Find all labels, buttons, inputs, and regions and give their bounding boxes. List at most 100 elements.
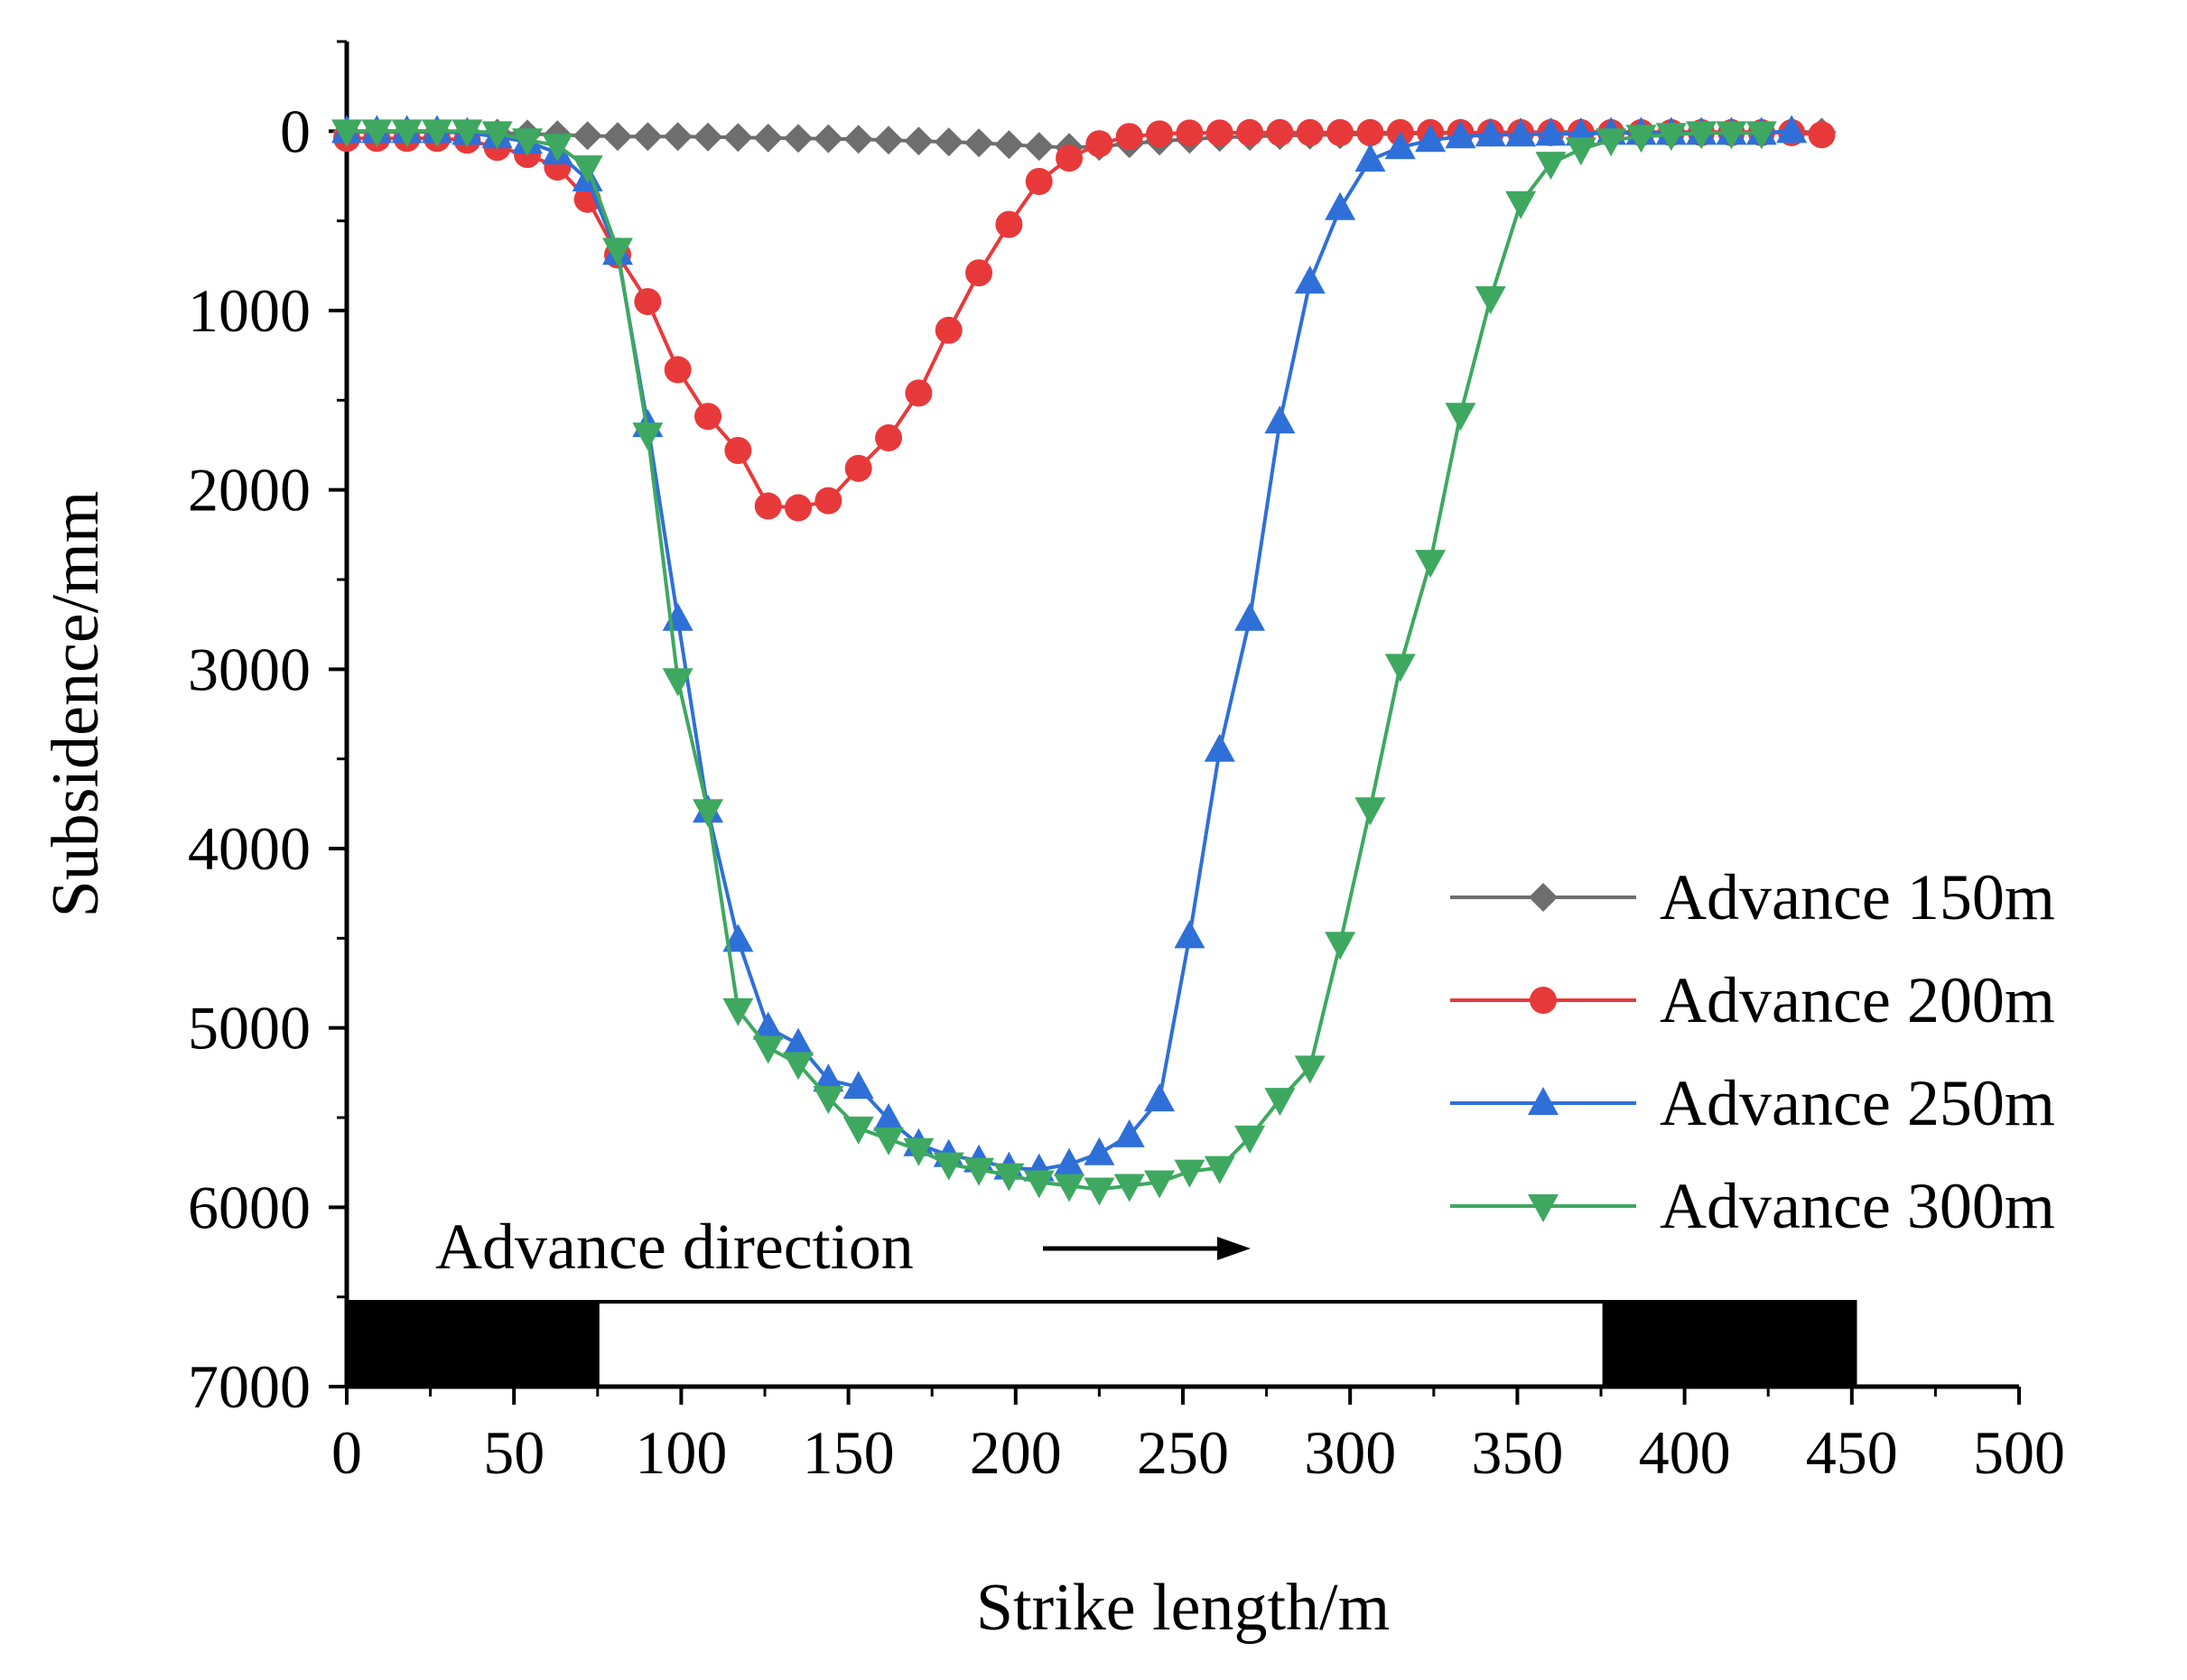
data-point — [875, 424, 903, 452]
data-point — [753, 123, 783, 153]
legend-marker-icon — [1529, 883, 1558, 912]
data-point — [391, 119, 423, 148]
data-point — [813, 1063, 844, 1092]
data-point — [1146, 120, 1174, 148]
data-point — [1176, 119, 1204, 147]
data-point — [1625, 125, 1657, 153]
data-point — [873, 1102, 905, 1131]
data-point — [1056, 144, 1084, 172]
data-point — [1236, 118, 1264, 146]
data-point — [814, 487, 842, 515]
data-point — [873, 1127, 905, 1156]
data-point — [963, 1157, 995, 1186]
data-point — [1054, 1174, 1085, 1202]
data-point — [1415, 550, 1447, 579]
data-point — [1655, 123, 1687, 152]
data-point — [814, 124, 843, 153]
data-point — [722, 998, 754, 1026]
x-tick-label: 300 — [1304, 1418, 1396, 1487]
data-point — [1686, 121, 1717, 150]
data-point — [1445, 403, 1476, 432]
data-point — [1204, 733, 1235, 762]
legend-item: Advance 200m — [1450, 964, 2055, 1036]
data-point — [361, 119, 393, 148]
data-point — [481, 121, 513, 150]
data-point — [572, 155, 603, 184]
axes: 0 50 100 150 200 250 300 350 400 450 5000100020003… — [188, 40, 2065, 1487]
data-point — [723, 123, 753, 153]
data-point — [903, 1137, 935, 1166]
data-point — [603, 122, 633, 152]
data-point — [1565, 137, 1596, 166]
data-point — [634, 288, 662, 316]
data-point — [724, 436, 752, 464]
data-point — [694, 403, 722, 431]
data-point — [1144, 1083, 1176, 1112]
data-point — [1326, 118, 1354, 146]
legend-item: Advance 150m — [1450, 861, 2055, 933]
data-point — [1085, 130, 1113, 158]
data-point — [995, 210, 1023, 238]
data-point — [933, 1152, 964, 1181]
data-point — [1025, 167, 1053, 195]
data-point — [1535, 152, 1567, 181]
data-point — [664, 356, 692, 384]
legend-label: Advance 200m — [1660, 964, 2055, 1036]
data-point — [1264, 405, 1296, 434]
x-tick-label: 350 — [1471, 1418, 1563, 1487]
data-point — [1174, 1159, 1205, 1188]
data-point — [1356, 118, 1384, 146]
x-tick-label: 0 — [331, 1418, 362, 1487]
x-tick-label: 200 — [970, 1418, 1062, 1487]
data-point — [752, 1035, 784, 1064]
data-point — [1596, 128, 1627, 157]
data-point — [602, 237, 634, 266]
data-point — [1264, 1088, 1296, 1117]
data-point — [1234, 1125, 1266, 1154]
x-tick-label: 400 — [1639, 1418, 1731, 1487]
data-point — [1776, 115, 1808, 144]
data-point — [844, 454, 872, 482]
coal-pillar-segment-2 — [1602, 1300, 1857, 1388]
series-line — [347, 129, 1762, 1192]
legend-marker-icon — [1528, 1087, 1559, 1115]
data-point — [752, 1011, 784, 1040]
y-tick-label: 3000 — [188, 635, 311, 703]
data-point — [1535, 117, 1567, 146]
legend-label: Advance 250m — [1660, 1067, 2055, 1139]
y-tick-label: 7000 — [188, 1352, 311, 1421]
coal-pillar-bar — [345, 1300, 1857, 1388]
advance-direction-arrowhead — [1217, 1237, 1251, 1260]
data-point — [842, 1116, 874, 1145]
data-point — [1294, 1055, 1326, 1084]
data-point — [1384, 131, 1416, 160]
x-tick-label: 500 — [1973, 1418, 2065, 1487]
data-point — [512, 128, 544, 157]
data-point — [874, 125, 904, 155]
data-point — [1294, 265, 1326, 294]
data-point — [1745, 121, 1777, 150]
x-axis-title: Strike length/m — [976, 1571, 1390, 1645]
data-point — [722, 924, 754, 952]
x-tick-label: 50 — [483, 1418, 544, 1487]
data-point — [663, 122, 693, 152]
legend-label: Advance 300m — [1660, 1170, 2055, 1242]
x-tick-label: 150 — [803, 1418, 895, 1487]
coal-pillar-segment-0 — [345, 1300, 600, 1388]
data-point — [964, 128, 994, 158]
data-point — [784, 124, 814, 153]
data-point — [1204, 1156, 1235, 1184]
data-point — [843, 125, 873, 154]
data-point — [785, 494, 813, 522]
data-point — [1174, 920, 1205, 949]
data-point — [662, 668, 693, 697]
data-point — [813, 1086, 844, 1115]
data-point — [1084, 1137, 1115, 1165]
y-axis-title: Subsidence/mm — [39, 491, 113, 918]
legend-item: Advance 250m — [1450, 1067, 2055, 1139]
data-point — [1415, 124, 1447, 153]
data-point — [632, 422, 664, 451]
data-point — [693, 799, 724, 828]
data-point — [1445, 120, 1476, 149]
